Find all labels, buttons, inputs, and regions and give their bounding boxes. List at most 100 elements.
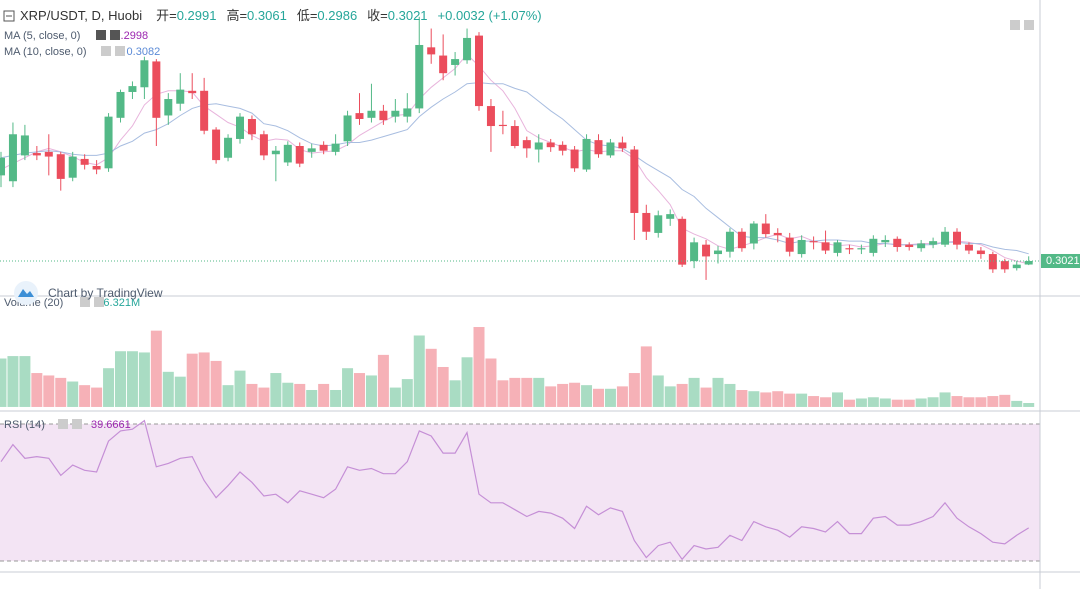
candle-body xyxy=(8,134,17,182)
candle-body xyxy=(44,151,53,157)
candle-body xyxy=(68,156,77,178)
volume-bar xyxy=(748,391,760,407)
candle-body xyxy=(785,237,794,252)
volume-bar xyxy=(760,392,772,407)
ohlc-value: 0.3021 xyxy=(388,8,428,23)
candle-body xyxy=(403,108,412,117)
volume-bar xyxy=(103,368,115,407)
volume-bar xyxy=(784,393,796,407)
ohlc-label: 低= xyxy=(297,8,318,23)
marks xyxy=(0,16,1040,562)
volume-bar xyxy=(461,357,473,407)
candle-body xyxy=(116,91,125,118)
candle-body xyxy=(427,47,436,55)
candle-body xyxy=(857,248,866,250)
candle-body xyxy=(56,154,65,179)
legend-value: 39.6661 xyxy=(91,419,131,431)
volume-bar xyxy=(330,389,342,407)
volume-bar xyxy=(987,396,999,407)
candle-body xyxy=(522,140,531,149)
volume-bar xyxy=(581,385,593,407)
close-icon[interactable] xyxy=(115,46,125,56)
candle-body xyxy=(224,137,233,158)
candle-body xyxy=(917,243,926,249)
volume-bar xyxy=(855,398,867,407)
scroll-icon[interactable] xyxy=(1024,20,1034,30)
candle-body xyxy=(725,231,734,252)
volume-bar xyxy=(569,382,581,407)
volume-bar xyxy=(246,383,258,407)
candle-body xyxy=(128,86,137,92)
candle-body xyxy=(307,148,316,152)
candle-body xyxy=(809,241,818,243)
watermark[interactable]: Chart by TradingView xyxy=(48,286,163,300)
close-icon[interactable] xyxy=(94,297,104,307)
ohlc-value: 0.2991 xyxy=(177,8,217,23)
settings-icon[interactable] xyxy=(96,30,106,40)
volume-bar xyxy=(437,366,449,407)
volume-bar xyxy=(210,360,222,407)
volume-bar xyxy=(975,397,987,407)
volume-bar xyxy=(449,380,461,407)
legend: MA (5, close, 0) 0.2998 xyxy=(4,30,148,42)
volume-bar xyxy=(186,353,198,407)
volume-bar xyxy=(270,373,282,407)
settings-icon[interactable] xyxy=(58,419,68,429)
close-icon[interactable] xyxy=(72,419,82,429)
settings-icon[interactable] xyxy=(80,297,90,307)
volume-bar xyxy=(652,375,664,407)
volume-bar xyxy=(951,396,963,407)
ohlc-label: 收= xyxy=(367,8,388,23)
candle-body xyxy=(773,232,782,236)
change: +0.0032 (+1.07%) xyxy=(438,8,542,23)
close-icon[interactable] xyxy=(110,30,120,40)
volume-bar xyxy=(401,379,413,407)
volume-bar xyxy=(796,393,808,407)
candle-body xyxy=(582,138,591,170)
volume-bar xyxy=(150,330,162,407)
scroll-icon[interactable] xyxy=(1010,20,1020,30)
header: XRP/USDT, D, Huobi 开=0.2991 高=0.3061 低=0.29… xyxy=(20,8,542,23)
candle-body xyxy=(200,90,209,131)
settings-icon[interactable] xyxy=(101,46,111,56)
volume-bar xyxy=(234,370,246,407)
candle-body xyxy=(976,250,985,255)
candle-body xyxy=(988,254,997,270)
candle-body xyxy=(690,242,699,262)
volume-bar xyxy=(115,351,126,407)
candle-body xyxy=(845,248,854,250)
candle-body xyxy=(498,124,507,127)
candle-body xyxy=(391,110,400,117)
volume-bar xyxy=(413,335,425,407)
candle-body xyxy=(546,142,555,148)
volume-bar xyxy=(676,383,688,407)
candle-body xyxy=(869,238,878,253)
volume-bar xyxy=(222,385,234,407)
candle-body xyxy=(833,242,842,253)
candle-body xyxy=(606,142,615,156)
candle-body xyxy=(0,157,5,176)
volume-bar xyxy=(174,376,186,407)
candle-body xyxy=(666,214,675,219)
legend-name: MA (5, close, 0) xyxy=(4,30,80,42)
candle-body xyxy=(236,116,244,139)
volume-bar xyxy=(927,397,939,407)
volume-bar xyxy=(736,389,748,407)
ohlc-label: 开= xyxy=(156,8,177,23)
candle-body xyxy=(678,218,687,265)
last-price-label: 0.3021 xyxy=(1046,255,1080,267)
candle-body xyxy=(1012,264,1021,269)
volume-bar xyxy=(473,327,485,407)
candle-body xyxy=(761,223,770,235)
volume-bar xyxy=(939,392,951,407)
candle-body xyxy=(188,90,197,94)
volume-bar xyxy=(879,398,891,407)
volume-bar xyxy=(604,388,616,407)
candle-body xyxy=(486,106,495,127)
candle-body xyxy=(355,113,364,119)
collapse-icon[interactable] xyxy=(3,10,15,22)
volume-bar xyxy=(808,396,820,407)
candle-body xyxy=(714,250,722,255)
volume-bar xyxy=(700,387,712,407)
